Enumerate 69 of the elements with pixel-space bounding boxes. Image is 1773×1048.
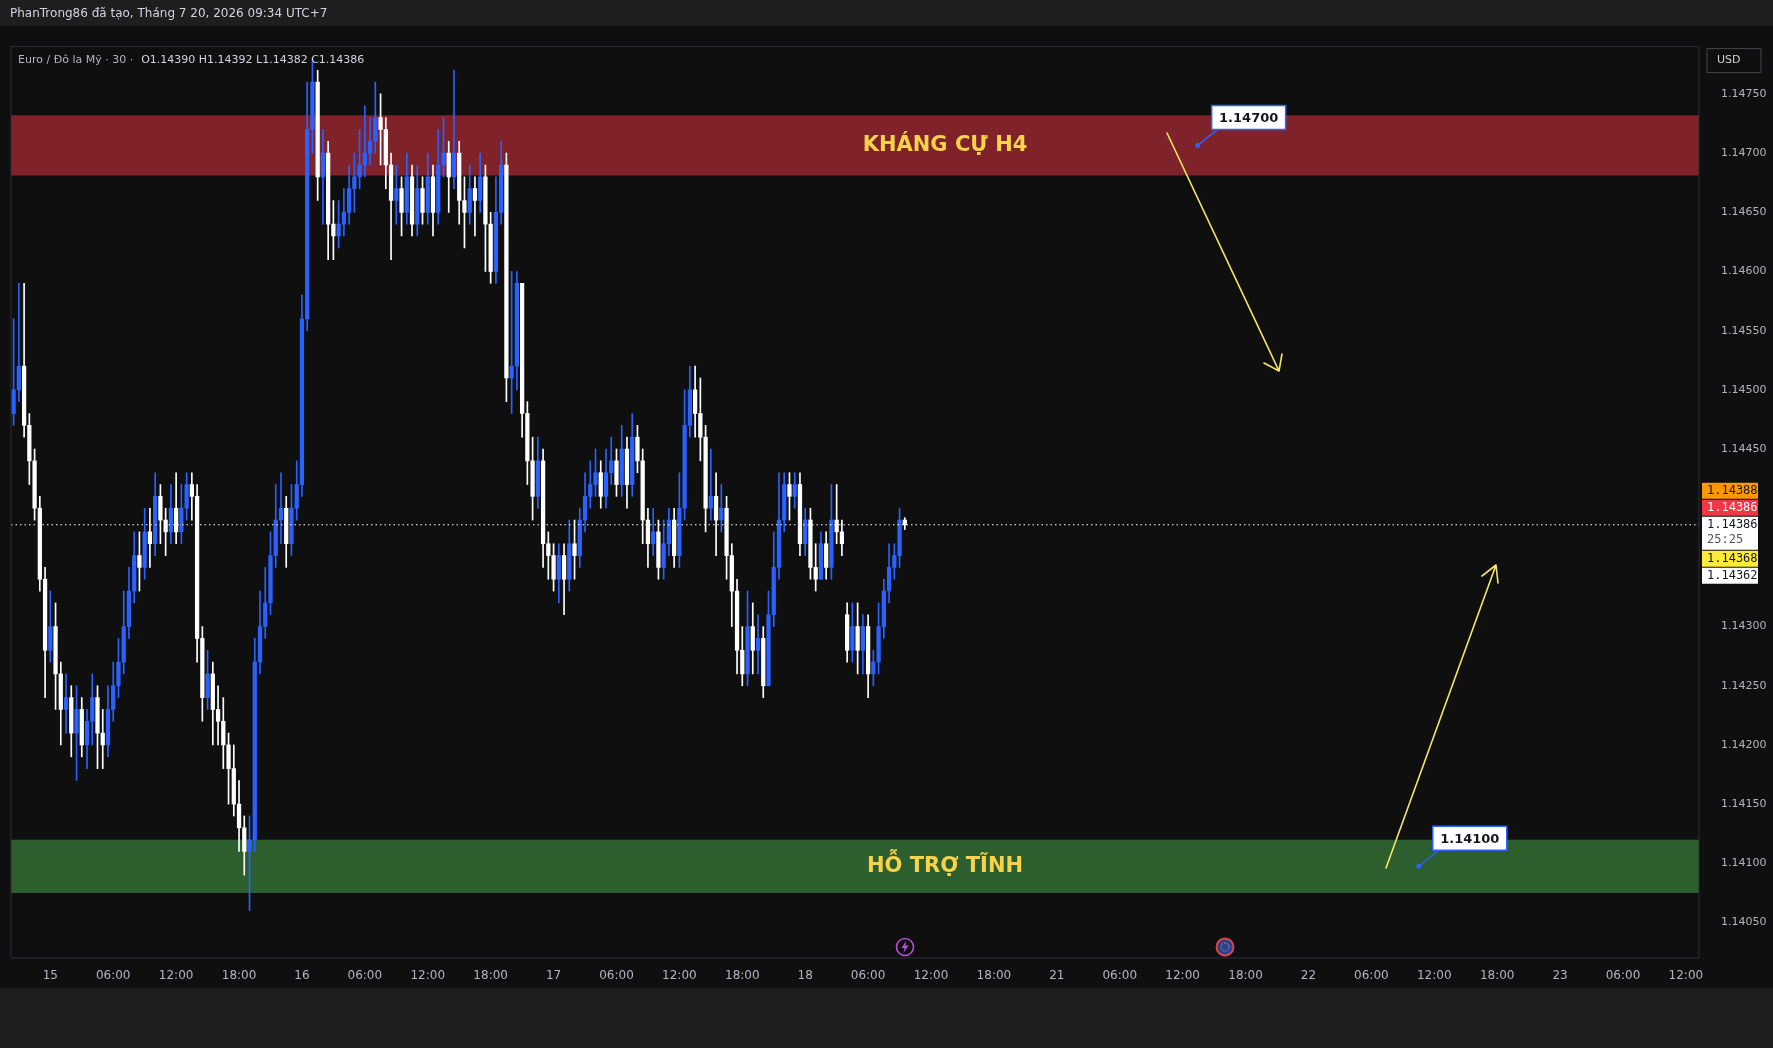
candlestick	[100, 709, 105, 769]
x-tick-label: 06:00	[850, 968, 886, 983]
candlestick	[278, 472, 284, 545]
candlestick	[708, 448, 713, 521]
candlestick	[719, 484, 724, 533]
x-tick-label: 06:00	[599, 968, 634, 983]
x-tick-label: 06:00	[1605, 968, 1641, 983]
y-tick-label: 1.14100	[1721, 856, 1767, 870]
x-tick-label: 15	[42, 968, 58, 983]
ref-line-label: 1.14386	[1707, 516, 1758, 531]
x-tick-label: 18:00	[221, 968, 257, 983]
annotation: 1.14700	[1219, 109, 1279, 125]
x-tick-label: 12:00	[1416, 968, 1452, 983]
x-tick-label: 18:00	[1228, 968, 1263, 983]
candlestick	[320, 129, 326, 225]
x-tick-label: 18	[797, 968, 813, 983]
x-tick-label: 17	[545, 968, 562, 983]
annotation: 1.14100	[1440, 830, 1500, 846]
x-tick-label: 12:00	[410, 968, 446, 983]
text: PhanTrong86 đã tạo, Tháng 7 20, 2026 09:34 UTC+7	[10, 6, 328, 20]
x-tick-label: 16	[294, 968, 310, 983]
band-label: HỖ TRỢ TĨNH	[866, 848, 1024, 877]
x-tick-label: 12:00	[158, 968, 194, 983]
x-tick-label: 18:00	[725, 968, 760, 983]
candlestick	[63, 673, 69, 734]
x-tick-label: 23	[1552, 968, 1568, 983]
x-tick-label: 06:00	[95, 968, 131, 983]
text: O1.14390 H1.14392 L1.14382 C1.14386	[141, 53, 365, 67]
y-tick-label: 1.14750	[1721, 86, 1767, 100]
x-tick-label: 22	[1300, 968, 1317, 983]
y-tick-label: 1.14600	[1721, 264, 1767, 278]
text: USD	[1717, 53, 1741, 67]
x-tick-label: 18:00	[976, 968, 1012, 983]
candlestick	[451, 69, 457, 189]
x-tick-label: 06:00	[1102, 968, 1138, 983]
y-tick-label: 1.14300	[1721, 619, 1767, 633]
y-tick-label: 1.14550	[1721, 323, 1767, 337]
x-tick-label: 06:00	[1354, 968, 1389, 983]
y-tick-label: 1.14650	[1721, 205, 1767, 219]
candlestick	[394, 164, 399, 225]
text: 1.14386	[1707, 499, 1758, 514]
y-tick-label: 1.14250	[1721, 678, 1767, 692]
x-tick-label: 12:00	[1668, 968, 1704, 983]
x-tick-label: 18:00	[1479, 968, 1515, 983]
x-tick-label: 21	[1049, 968, 1065, 983]
candlestick	[16, 283, 21, 403]
x-tick-label: 18:00	[473, 968, 508, 983]
y-tick-label: 1.14050	[1721, 915, 1767, 929]
candlestick	[341, 188, 347, 237]
x-tick-label: 12:00	[1165, 968, 1200, 983]
candlestick	[367, 117, 373, 166]
y-tick-label: 1.14700	[1721, 145, 1767, 159]
x-tick-label: 06:00	[347, 968, 383, 983]
y-tick-label: 1.14200	[1721, 737, 1767, 751]
candlestick	[472, 176, 478, 237]
x-tick-label: 12:00	[913, 968, 949, 983]
y-tick-label: 1.14150	[1721, 796, 1767, 810]
text: Euro / Đô la Mỹ · 30 ·	[18, 53, 134, 67]
candlestick	[651, 507, 656, 556]
text: 1.14362	[1707, 567, 1758, 582]
candlestick	[362, 105, 367, 178]
text: 1.14388	[1707, 482, 1758, 497]
band-label: KHÁNG CỰ H4	[862, 130, 1028, 156]
candlestick	[755, 614, 761, 675]
x-tick-label: 12:00	[662, 968, 697, 983]
y-tick-label: 1.14500	[1721, 382, 1767, 396]
text: 1.14368	[1707, 550, 1758, 565]
text: 25:25	[1707, 531, 1744, 546]
y-tick-label: 1.14450	[1721, 441, 1767, 455]
